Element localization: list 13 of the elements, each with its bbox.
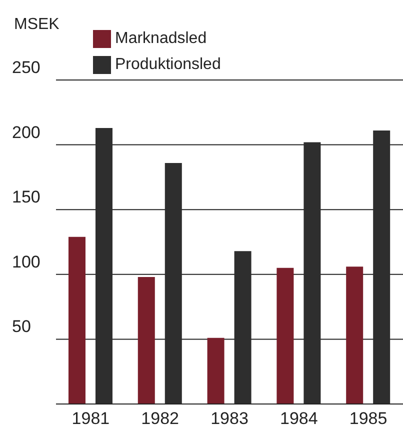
y-axis-title: MSEK xyxy=(14,16,60,34)
y-tick-label: 250 xyxy=(12,58,40,77)
legend-label: Produktionsled xyxy=(115,56,221,73)
y-tick-label: 150 xyxy=(12,188,40,207)
x-tick-label: 1982 xyxy=(141,409,180,428)
x-tick-label: 1985 xyxy=(349,409,388,428)
y-tick-label: 50 xyxy=(12,317,31,336)
x-tick-label: 1983 xyxy=(210,409,248,428)
x-tick-label: 1981 xyxy=(72,409,110,428)
y-tick-label: 100 xyxy=(12,252,40,272)
y-tick-label: 200 xyxy=(12,122,40,142)
legend-label: Marknadsled xyxy=(115,30,207,47)
x-tick-label: 1984 xyxy=(280,409,318,428)
